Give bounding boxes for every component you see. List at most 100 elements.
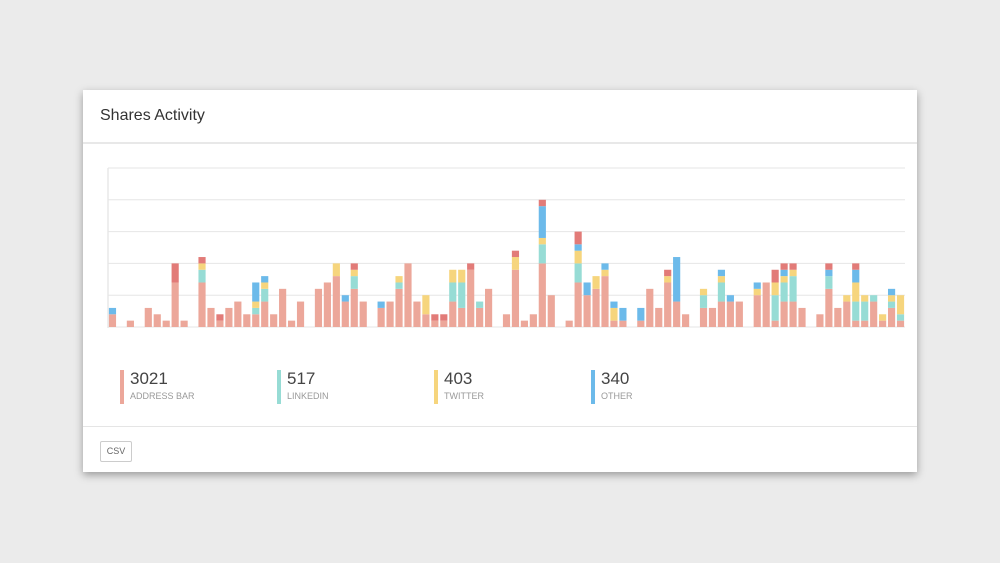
bar-segment (467, 269, 475, 327)
bar-segment (538, 237, 546, 245)
bar-segment (887, 295, 896, 302)
bar-segment (699, 295, 708, 308)
bar-segment (896, 295, 905, 315)
bar-segment (887, 301, 896, 308)
bar-segment (861, 301, 869, 321)
bar-segment (753, 295, 761, 327)
bar-segment (870, 295, 878, 302)
bar-segment (834, 307, 842, 327)
bar-segment (198, 257, 206, 264)
legend-item: 517 LINKEDIN (277, 370, 427, 404)
bar-segment (359, 301, 367, 327)
bar-segment (816, 314, 824, 327)
bar-segment (511, 257, 520, 270)
bar-segment (825, 288, 833, 327)
bar-segment (735, 301, 743, 327)
bar-segment (332, 263, 340, 277)
bar-segment (861, 295, 869, 302)
bar-segment (852, 320, 860, 327)
bar-segment (529, 314, 537, 327)
bar-segment (852, 282, 860, 302)
bar-segment (261, 301, 269, 327)
bar-segment (601, 269, 609, 277)
bar-segment (126, 320, 134, 327)
bar-segment (395, 276, 403, 283)
bar-segment (350, 276, 358, 289)
bar-segment (664, 269, 672, 277)
bar-segment (852, 263, 860, 270)
bar-segment (637, 320, 645, 327)
card: Shares Activity 3021 ADDRESS BAR 517 LINKED… (83, 90, 917, 472)
bar-segment (252, 282, 260, 302)
bar-segment (458, 307, 466, 327)
legend-label: ADDRESS BAR (130, 391, 195, 401)
bar-segment (861, 320, 869, 327)
bar-segment (583, 282, 591, 296)
legend-label: LINKEDIN (287, 391, 329, 401)
legend-total: 340 (601, 369, 630, 388)
bar-segment (753, 288, 761, 296)
bar-segment (296, 301, 305, 327)
bar-segment (583, 295, 591, 327)
bar-segment (798, 307, 806, 327)
bar-segment (547, 295, 555, 327)
bar-segment (852, 301, 860, 321)
bar-segment (753, 282, 761, 289)
bar-segment (870, 301, 878, 327)
bar-segment (825, 263, 833, 270)
bar-segment (386, 301, 394, 327)
bar-segment (887, 307, 896, 327)
bar-segment (108, 307, 117, 315)
bar-segment (726, 295, 734, 302)
legend-total: 403 (444, 369, 473, 388)
bar-segment (601, 276, 609, 327)
bar-segment (476, 307, 484, 327)
bar-segment (538, 244, 546, 264)
bar-segment (243, 314, 251, 327)
bar-segment (825, 269, 833, 277)
bar-segment (896, 314, 905, 321)
bar-segment (655, 307, 663, 327)
bar-segment (780, 282, 788, 302)
bar-segment (431, 314, 439, 321)
bar-segment (717, 269, 726, 277)
card-footer: CSV (83, 426, 917, 462)
bar-segment (279, 288, 287, 327)
bar-segment (843, 301, 851, 327)
bar-segment (780, 301, 788, 327)
bar-segment (225, 307, 233, 327)
csv-button[interactable]: CSV (100, 441, 132, 462)
bar-segment (637, 307, 645, 321)
bar-segment (592, 288, 600, 327)
bar-segment (449, 282, 457, 302)
bar-segment (341, 295, 349, 302)
bar-segment (449, 269, 457, 283)
bar-segment (270, 314, 278, 327)
bar-segment (404, 263, 412, 327)
bar-segment (341, 301, 349, 327)
bar-segment (538, 263, 546, 327)
bar-segment (350, 269, 358, 277)
bar-segment (780, 263, 788, 270)
bar-segment (261, 276, 269, 283)
bar-segment (896, 320, 905, 327)
bar-segment (449, 301, 457, 327)
bar-segment (261, 288, 269, 302)
bar-segment (789, 263, 797, 270)
bar-segment (610, 301, 618, 308)
bar-segment (431, 320, 439, 327)
bar-segment (252, 307, 260, 315)
bar-segment (377, 307, 385, 327)
chart (107, 167, 905, 328)
bar-segment (673, 257, 681, 302)
bar-segment (234, 301, 242, 327)
bar-segment (538, 199, 546, 207)
bar-segment (511, 250, 520, 258)
bar-segment (538, 206, 546, 238)
bar-segment (673, 301, 681, 327)
bar-segment (422, 314, 430, 327)
bar-segment (485, 288, 493, 327)
bar-segment (216, 320, 224, 327)
bar-segment (467, 263, 475, 270)
